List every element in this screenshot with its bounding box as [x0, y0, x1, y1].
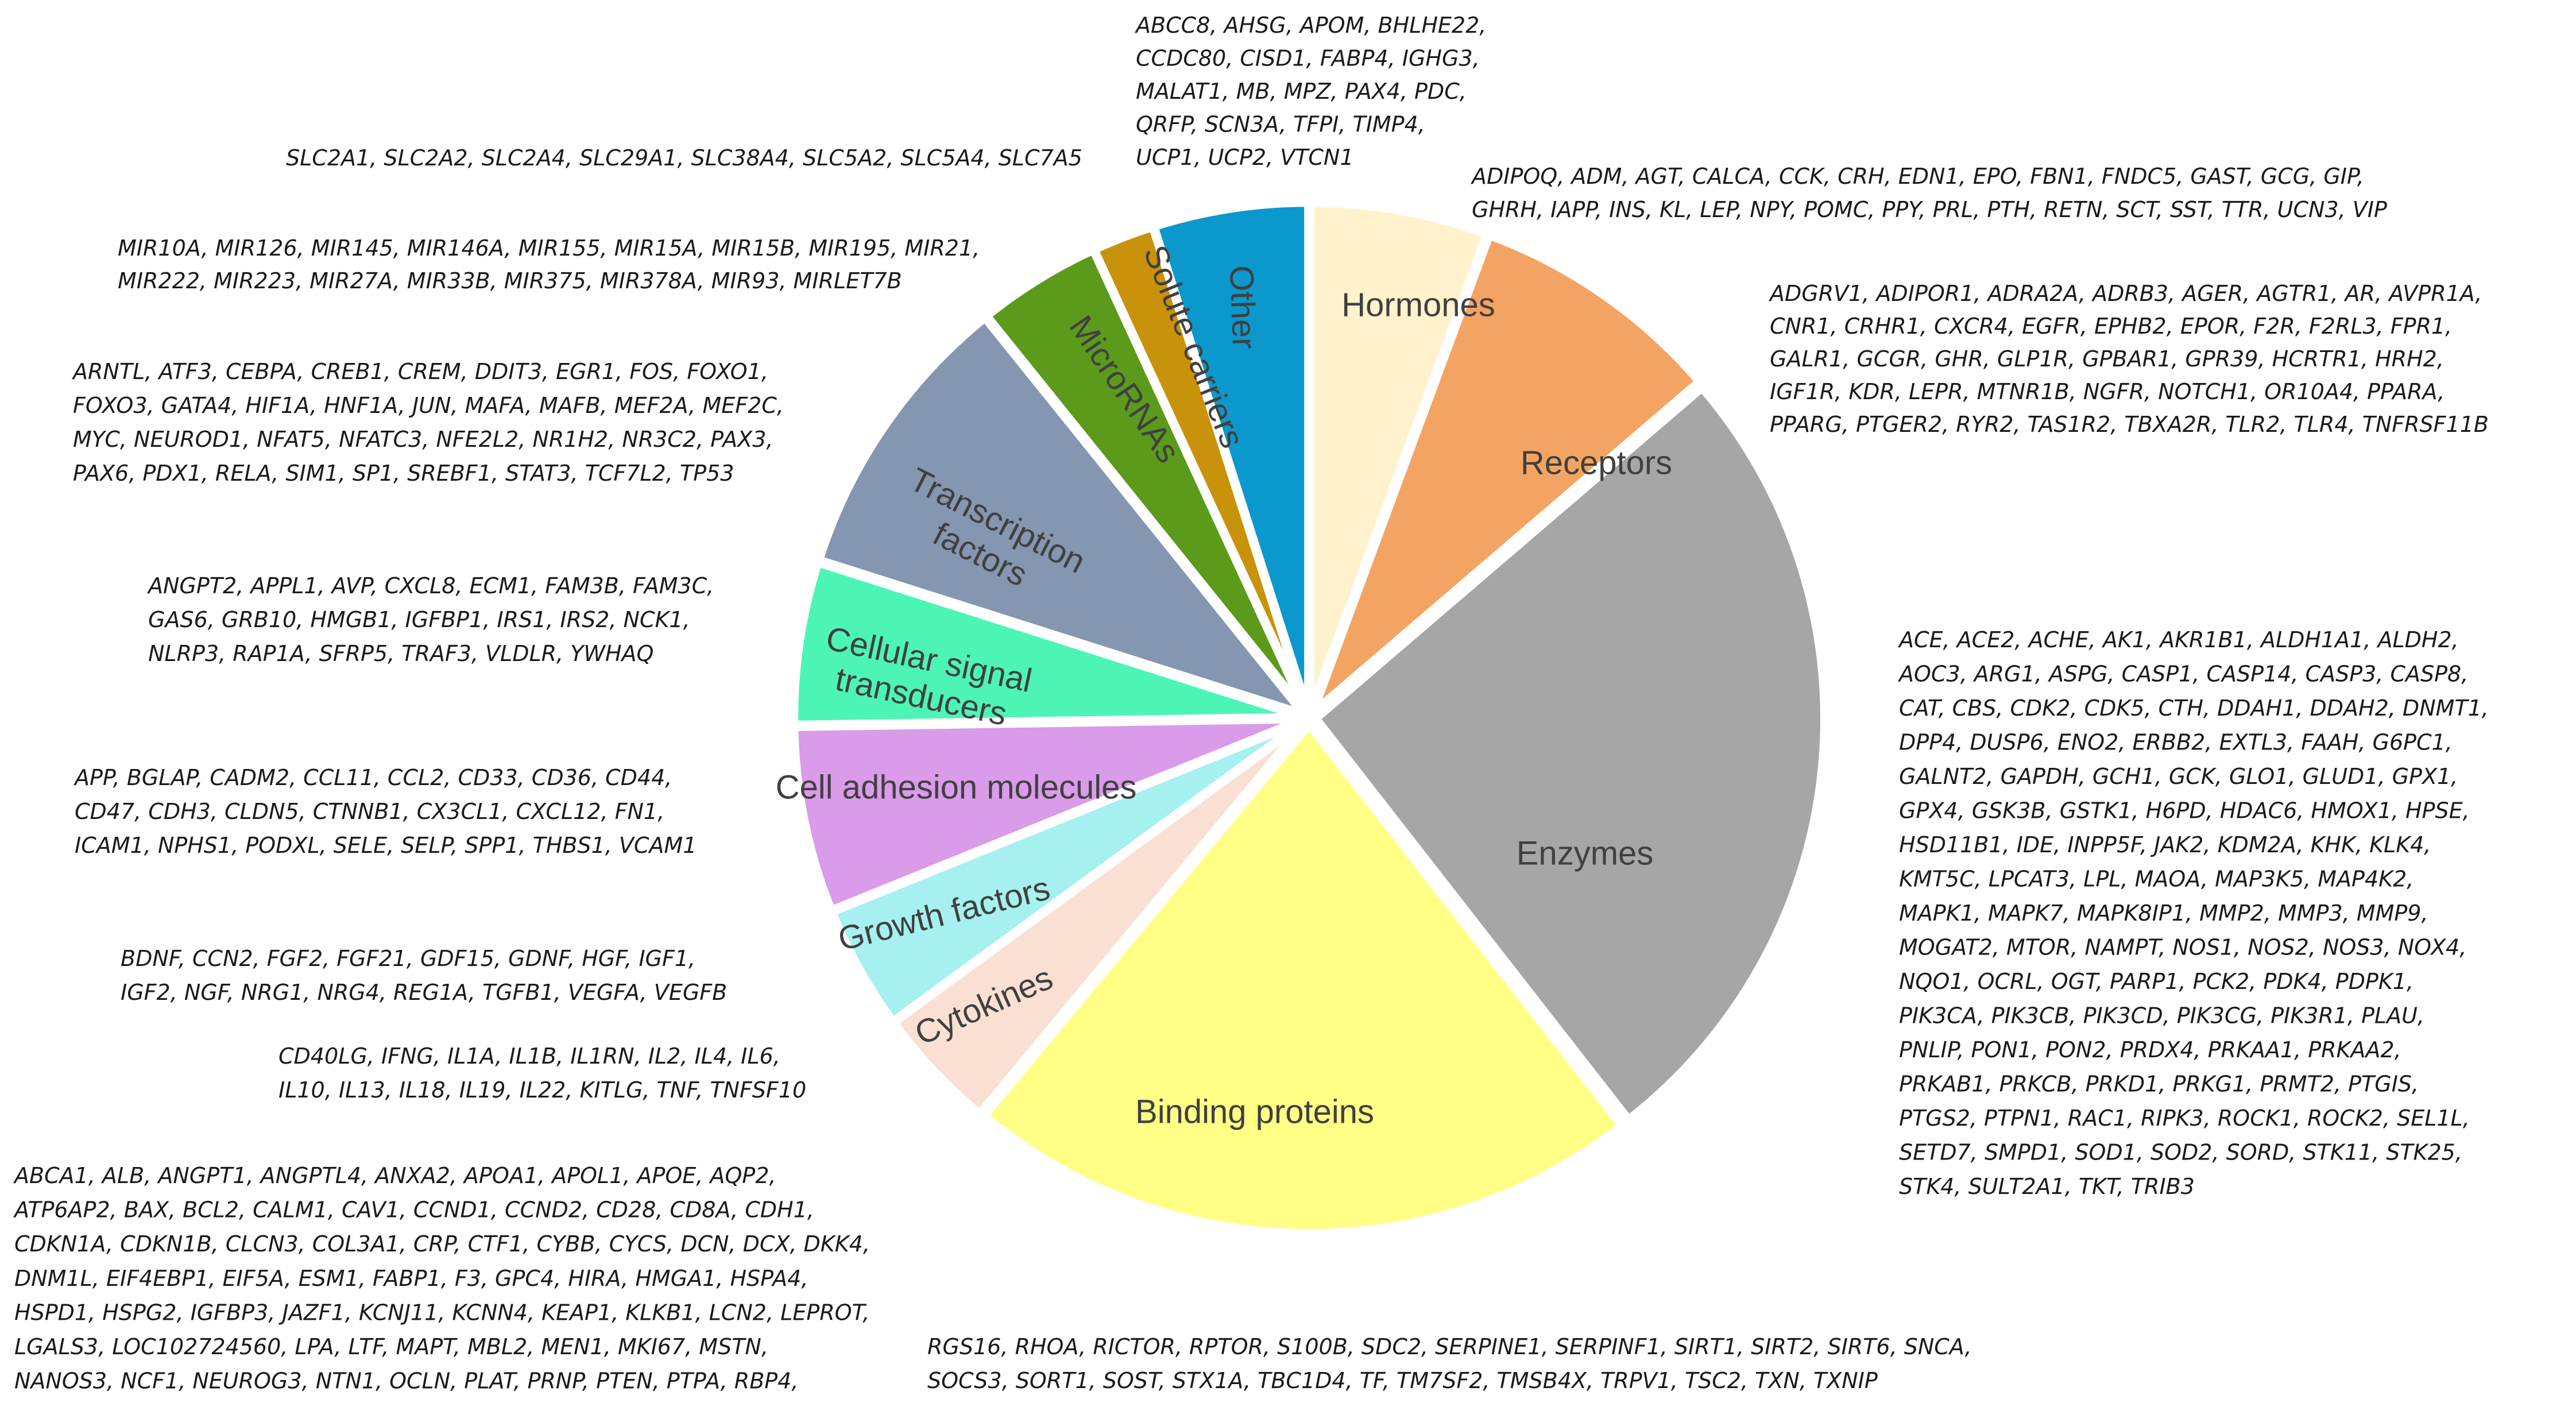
gene-list-enzymes: ACE, ACE2, ACHE, AK1, AKR1B1, ALDH1A1, A… — [1897, 627, 2489, 1199]
gene-list-hormones: ADIPOQ, ADM, AGT, CALCA, CCK, CRH, EDN1,… — [1470, 164, 2387, 222]
slice-cell-adhesion-molecules — [790, 715, 1307, 914]
slice-binding-proteins — [980, 721, 1626, 1237]
gene-list-receptors: ADGRV1, ADIPOR1, ADRA2A, ADRB3, AGER, AG… — [1768, 281, 2489, 437]
slice-other — [1150, 199, 1313, 716]
slice-transcription-factors — [815, 314, 1308, 718]
slice-enzymes — [1312, 384, 1828, 1124]
slice-label-hormones: Hormones — [1341, 286, 1495, 323]
slice-label-other: Other — [1223, 265, 1263, 349]
gene-list-growth-factors: BDNF, CCN2, FGF2, FGF21, GDF15, GDNF, HG… — [121, 946, 727, 1005]
slice-growth-factors — [828, 717, 1308, 1026]
slice-label-cell-adhesion-molecules: Cell adhesion molecules — [776, 768, 1137, 806]
slice-hormones — [1306, 199, 1491, 716]
gene-list-cell-adhesion-molecules: APP, BGLAP, CADM2, CCL11, CCL2, CD33, CD… — [73, 765, 697, 858]
gene-list-cytokines: CD40LG, IFNG, IL1A, IL1B, IL1RN, IL2, IL… — [279, 1044, 806, 1103]
gene-list-micrornas: MIR10A, MIR126, MIR145, MIR146A, MIR155,… — [118, 235, 980, 293]
gene-lists: ADIPOQ, ADM, AGT, CALCA, CCK, CRH, EDN1,… — [13, 13, 2489, 1394]
slice-cytokines — [889, 718, 1309, 1118]
slice-label-enzymes: Enzymes — [1517, 834, 1654, 872]
gene-list-binding-proteins-continued: RGS16, RHOA, RICTOR, RPTOR, S100B, SDC2,… — [927, 1334, 1972, 1393]
slice-label-binding-proteins: Binding proteins — [1135, 1093, 1374, 1130]
gene-list-transcription-factors: ARNTL, ATF3, CEBPA, CREB1, CREM, DDIT3, … — [71, 359, 784, 486]
slice-cellular-signal-transducers — [790, 558, 1307, 729]
gene-list-solute-carriers: SLC2A1, SLC2A2, SLC2A4, SLC29A1, SLC38A4… — [286, 145, 1082, 171]
pie-slices — [790, 199, 1828, 1237]
slice-receptors — [1309, 231, 1703, 717]
gene-list-other: ABCC8, AHSG, APOM, BHLHE22, CCDC80, CISD1… — [1134, 13, 1486, 170]
gene-list-cellular-signal-transducers: ANGPT2, APPL1, AVP, CXCL8, ECM1, FAM3B, … — [146, 573, 714, 666]
gene-list-binding-proteins: ABCA1, ALB, ANGPT1, ANGPTL4, ANXA2, APOA… — [13, 1163, 870, 1394]
slice-label-receptors: Receptors — [1521, 444, 1672, 481]
